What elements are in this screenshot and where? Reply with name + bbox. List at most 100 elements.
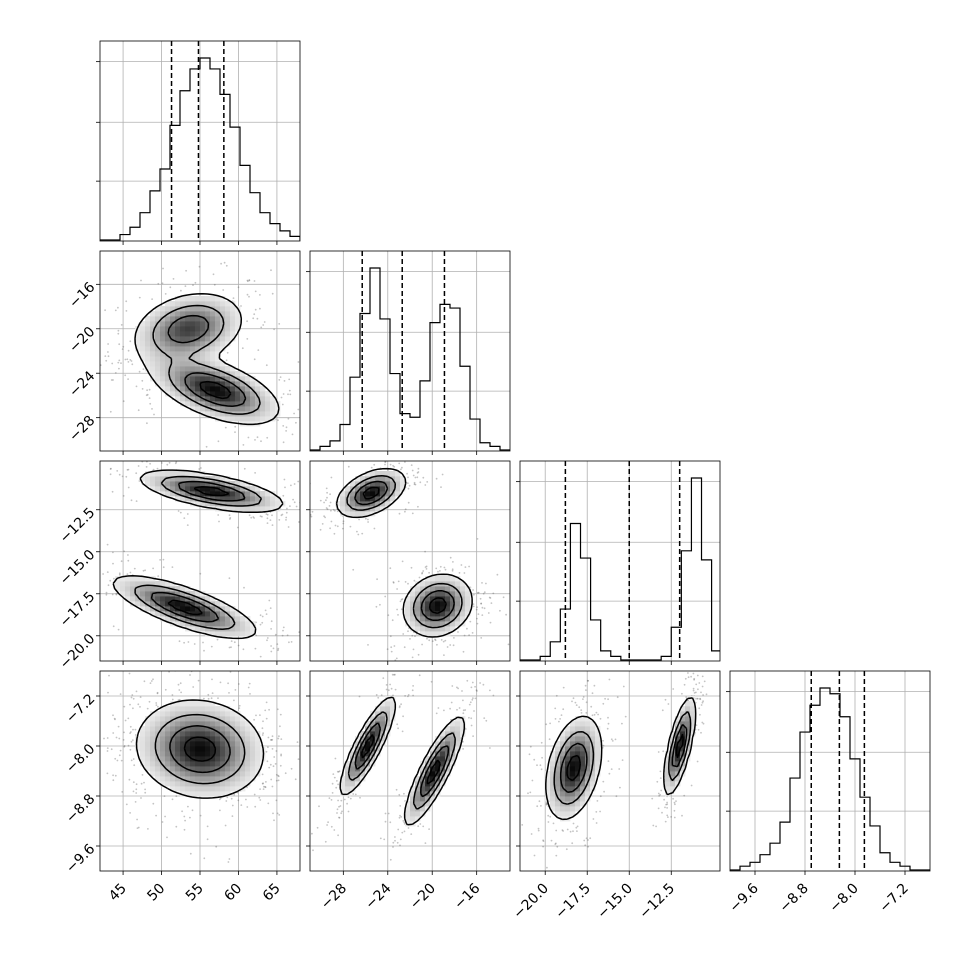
density-cell	[240, 396, 246, 402]
scatter-point	[253, 280, 256, 282]
density-cell	[570, 806, 576, 812]
density-cell	[155, 591, 161, 597]
density-cell	[350, 511, 356, 517]
scatter-point	[602, 744, 605, 747]
scatter-point	[114, 372, 117, 374]
scatter-point	[358, 695, 361, 698]
scatter-point	[262, 720, 264, 723]
scatter-point	[400, 816, 403, 818]
scatter-point	[576, 830, 578, 832]
density-cell	[375, 711, 381, 717]
density-cell	[455, 741, 461, 747]
x-tick-label: −15.0	[594, 881, 636, 923]
scatter-point	[358, 518, 360, 521]
scatter-point	[561, 829, 564, 831]
scatter-point	[250, 516, 253, 519]
scatter-point	[347, 465, 350, 468]
density-cell	[160, 361, 166, 367]
density-cell	[455, 721, 461, 727]
scatter-point	[336, 808, 339, 811]
scatter-point	[606, 727, 609, 730]
scatter-point	[301, 648, 303, 650]
density-cell	[205, 616, 211, 622]
scatter-point	[621, 759, 624, 761]
density-cell	[220, 341, 226, 347]
density-cell	[235, 746, 241, 752]
histogram-bar	[661, 656, 671, 661]
density-cell	[585, 716, 591, 722]
density-cell	[565, 726, 571, 732]
density-cell	[385, 471, 391, 477]
density-cell	[250, 506, 256, 512]
density-cell	[165, 601, 171, 607]
density-cell	[455, 596, 461, 602]
scatter-point	[135, 385, 138, 388]
density-cell	[240, 756, 246, 762]
density-cell	[570, 791, 576, 797]
density-cell	[430, 616, 436, 622]
scatter-point	[280, 753, 282, 756]
density-cell	[240, 486, 246, 492]
scatter-point	[386, 648, 389, 651]
scatter-point	[186, 524, 189, 526]
density-cell	[190, 366, 196, 372]
scatter-point	[124, 358, 127, 361]
scatter-point	[584, 844, 587, 847]
density-cell	[420, 631, 426, 637]
scatter-point	[701, 675, 704, 678]
density-cell	[180, 401, 186, 407]
density-cell	[390, 496, 396, 502]
density-cell	[420, 811, 426, 817]
density-cell	[240, 736, 246, 742]
density-cell	[270, 496, 276, 502]
scatter-point	[337, 771, 340, 773]
density-cell	[185, 386, 191, 392]
density-cell	[585, 761, 591, 767]
density-cell	[240, 761, 246, 767]
density-cell	[170, 721, 176, 727]
density-cell	[230, 731, 236, 737]
scatter-point	[280, 754, 282, 757]
density-cell	[425, 581, 431, 587]
scatter-point	[439, 570, 441, 572]
scatter-point	[401, 831, 404, 834]
density-cell	[380, 501, 386, 507]
scatter-point	[125, 310, 128, 312]
scatter-point	[262, 732, 264, 735]
scatter-point	[262, 324, 265, 326]
scatter-point	[229, 666, 231, 668]
density-cell	[185, 476, 191, 482]
density-cell	[160, 726, 166, 732]
density-cell	[580, 741, 586, 747]
density-cell	[415, 581, 421, 587]
density-cell	[205, 706, 211, 712]
density-cell	[210, 351, 216, 357]
scatter-point	[611, 740, 614, 742]
density-cell	[680, 766, 686, 772]
scatter-point	[278, 379, 281, 381]
scatter-point	[397, 727, 399, 730]
density-cell	[175, 376, 181, 382]
density-cell	[195, 726, 201, 732]
density-cell	[205, 381, 211, 387]
scatter-point	[469, 620, 472, 623]
density-cell	[175, 766, 181, 772]
density-cell	[215, 311, 221, 317]
density-cell	[675, 781, 681, 787]
scatter-point	[225, 800, 228, 802]
density-cell	[450, 756, 456, 762]
density-cell	[680, 756, 686, 762]
density-cell	[200, 406, 206, 412]
scatter-point	[582, 696, 585, 698]
scatter-point	[162, 566, 165, 569]
density-cell	[350, 496, 356, 502]
density-cell	[205, 406, 211, 412]
density-cell	[665, 766, 671, 772]
density-cell	[455, 621, 461, 627]
scatter-point	[401, 466, 403, 469]
density-cell	[395, 491, 401, 497]
density-cell	[235, 371, 241, 377]
scatter-point	[395, 455, 397, 457]
scatter-point	[259, 307, 261, 310]
scatter-point	[129, 732, 132, 735]
